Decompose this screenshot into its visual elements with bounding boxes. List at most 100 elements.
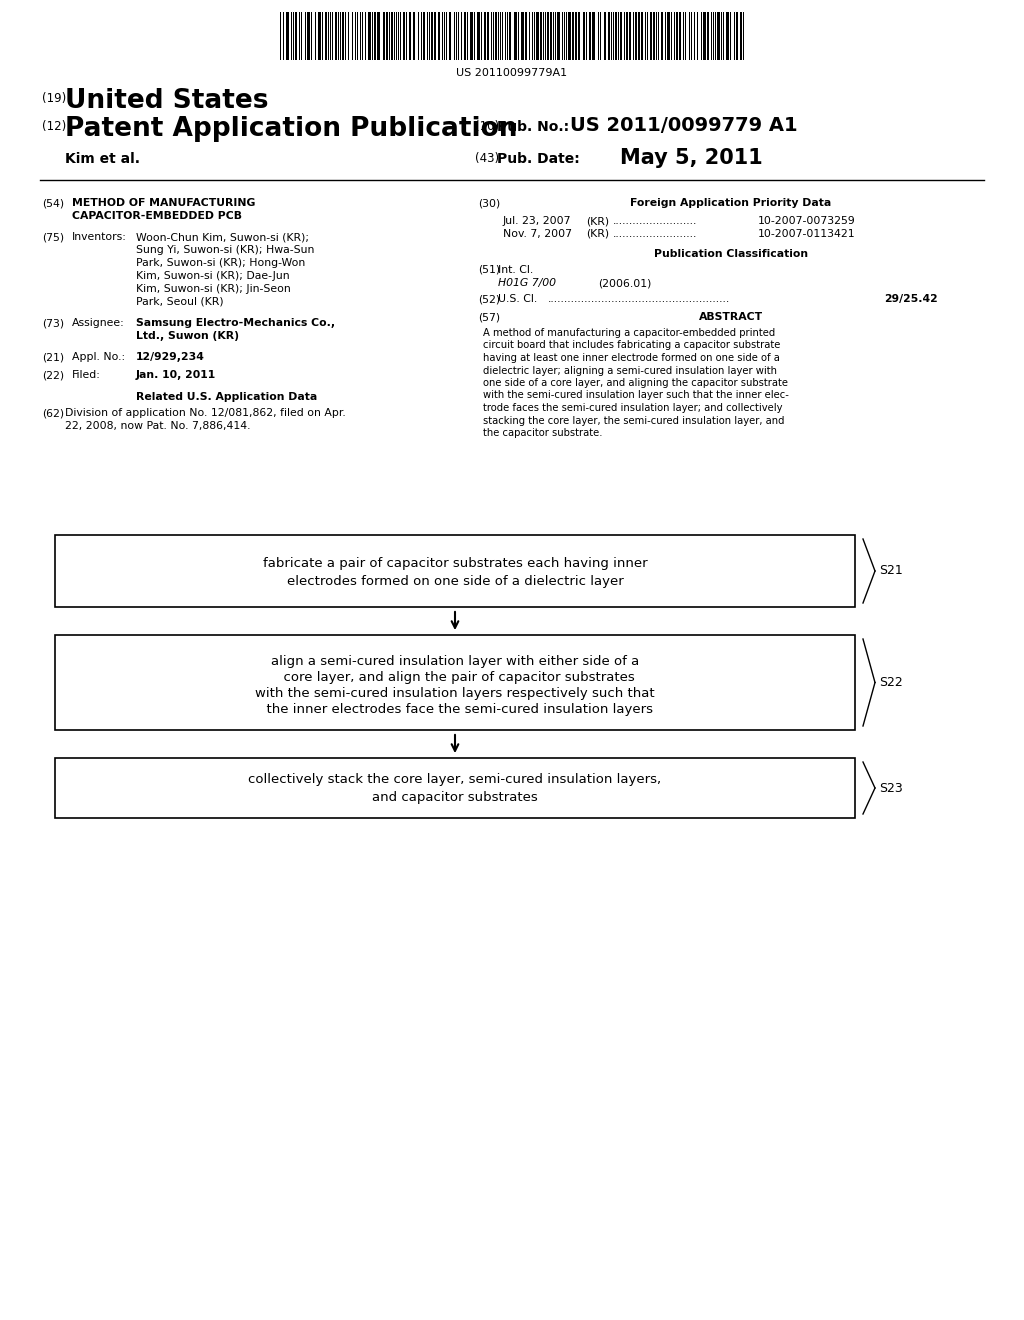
Text: Filed:: Filed: [72, 370, 101, 380]
Bar [620, 12, 622, 59]
Bar [607, 12, 609, 59]
Text: (62): (62) [42, 408, 65, 418]
Bar [306, 12, 309, 59]
Bar [547, 12, 549, 59]
Text: fabricate a pair of capacitor substrates each having inner: fabricate a pair of capacitor substrates… [263, 557, 647, 569]
Bar [583, 12, 585, 59]
Text: 12/929,234: 12/929,234 [136, 352, 205, 362]
Text: May 5, 2011: May 5, 2011 [620, 148, 763, 168]
Bar [431, 12, 433, 59]
Text: U.S. Cl.: U.S. Cl. [498, 294, 538, 304]
Bar [356, 12, 358, 59]
Text: (2006.01): (2006.01) [598, 279, 651, 288]
Text: 29/25.42: 29/25.42 [885, 294, 938, 304]
Text: Division of application No. 12/081,862, filed on Apr.: Division of application No. 12/081,862, … [65, 408, 346, 418]
Bar [717, 12, 720, 59]
Text: circuit board that includes fabricating a capacitor substrate: circuit board that includes fabricating … [483, 341, 780, 351]
Text: (51): (51) [478, 265, 500, 275]
Bar [736, 12, 737, 59]
Bar [325, 12, 327, 59]
Text: S23: S23 [879, 781, 903, 795]
Bar [335, 12, 337, 59]
Bar [556, 12, 559, 59]
Bar [310, 12, 312, 59]
Text: with the semi-cured insulation layers respectively such that: with the semi-cured insulation layers re… [255, 686, 654, 700]
Text: (12): (12) [42, 120, 67, 133]
Bar [615, 12, 617, 59]
Bar [572, 12, 573, 59]
Bar [575, 12, 577, 59]
Text: Kim, Suwon-si (KR); Dae-Jun: Kim, Suwon-si (KR); Dae-Jun [136, 271, 290, 281]
Text: electrodes formed on one side of a dielectric layer: electrodes formed on one side of a diele… [287, 574, 624, 587]
Bar [291, 12, 292, 59]
Text: Kim, Suwon-si (KR); Jin-Seon: Kim, Suwon-si (KR); Jin-Seon [136, 284, 291, 294]
Text: 10-2007-0073259: 10-2007-0073259 [758, 216, 856, 226]
Text: core layer, and align the pair of capacitor substrates: core layer, and align the pair of capaci… [275, 671, 635, 684]
Text: US 2011/0099779 A1: US 2011/0099779 A1 [570, 116, 798, 135]
Text: Related U.S. Application Data: Related U.S. Application Data [136, 392, 317, 403]
Bar [578, 12, 580, 59]
Bar [464, 12, 466, 59]
Bar [721, 12, 722, 59]
Bar [317, 12, 321, 59]
Text: (43): (43) [475, 152, 499, 165]
Text: METHOD OF MANUFACTURING: METHOD OF MANUFACTURING [72, 198, 255, 209]
Text: US 20110099779A1: US 20110099779A1 [457, 69, 567, 78]
Bar [700, 12, 702, 59]
Bar [676, 12, 678, 59]
Text: H01G 7/00: H01G 7/00 [498, 279, 556, 288]
Text: (KR): (KR) [586, 216, 609, 226]
Bar [467, 12, 468, 59]
Text: Samsung Electro-Mechanics Co.,: Samsung Electro-Mechanics Co., [136, 318, 335, 327]
Bar [374, 12, 376, 59]
Bar [568, 12, 571, 59]
Bar [635, 12, 637, 59]
Bar [477, 12, 480, 59]
Text: (22): (22) [42, 370, 65, 380]
Bar [629, 12, 631, 59]
Bar [413, 12, 415, 59]
Bar [434, 12, 435, 59]
Bar [342, 12, 343, 59]
Bar [423, 12, 425, 59]
Text: (KR): (KR) [586, 228, 609, 239]
Text: with the semi-cured insulation layer such that the inner elec-: with the semi-cured insulation layer suc… [483, 391, 788, 400]
Bar [604, 12, 606, 59]
Bar [536, 12, 539, 59]
Text: CAPACITOR-EMBEDDED PCB: CAPACITOR-EMBEDDED PCB [72, 211, 242, 220]
Text: align a semi-cured insulation layer with either side of a: align a semi-cured insulation layer with… [271, 655, 639, 668]
Text: (21): (21) [42, 352, 65, 362]
Bar [612, 12, 614, 59]
Bar [484, 12, 486, 59]
Text: Int. Cl.: Int. Cl. [498, 265, 534, 275]
Text: ......................................................: ........................................… [548, 294, 730, 304]
Text: the capacitor substrate.: the capacitor substrate. [483, 428, 602, 438]
Bar [650, 12, 651, 59]
Bar [487, 12, 488, 59]
Text: S22: S22 [879, 676, 903, 689]
Text: ABSTRACT: ABSTRACT [699, 312, 763, 322]
Text: Park, Suwon-si (KR); Hong-Won: Park, Suwon-si (KR); Hong-Won [136, 257, 305, 268]
Bar [540, 12, 542, 59]
Bar [586, 12, 587, 59]
Text: Pub. No.:: Pub. No.: [497, 120, 569, 135]
Text: Ltd., Suwon (KR): Ltd., Suwon (KR) [136, 331, 239, 341]
Text: (30): (30) [478, 198, 501, 209]
Bar [703, 12, 706, 59]
Bar [495, 12, 497, 59]
Bar [589, 12, 591, 59]
Text: (54): (54) [42, 198, 65, 209]
Bar [409, 12, 411, 59]
Text: (19): (19) [42, 92, 67, 106]
Text: Woon-Chun Kim, Suwon-si (KR);: Woon-Chun Kim, Suwon-si (KR); [136, 232, 309, 242]
Text: Assignee:: Assignee: [72, 318, 125, 327]
Bar [638, 12, 640, 59]
Text: dielectric layer; aligning a semi-cured insulation layer with: dielectric layer; aligning a semi-cured … [483, 366, 777, 375]
Bar [338, 12, 339, 59]
Text: United States: United States [65, 88, 268, 114]
Bar [550, 12, 552, 59]
Text: stacking the core layer, the semi-cured insulation layer, and: stacking the core layer, the semi-cured … [483, 416, 784, 425]
Bar [390, 12, 392, 59]
Text: Patent Application Publication: Patent Application Publication [65, 116, 517, 143]
Text: S21: S21 [879, 565, 903, 578]
